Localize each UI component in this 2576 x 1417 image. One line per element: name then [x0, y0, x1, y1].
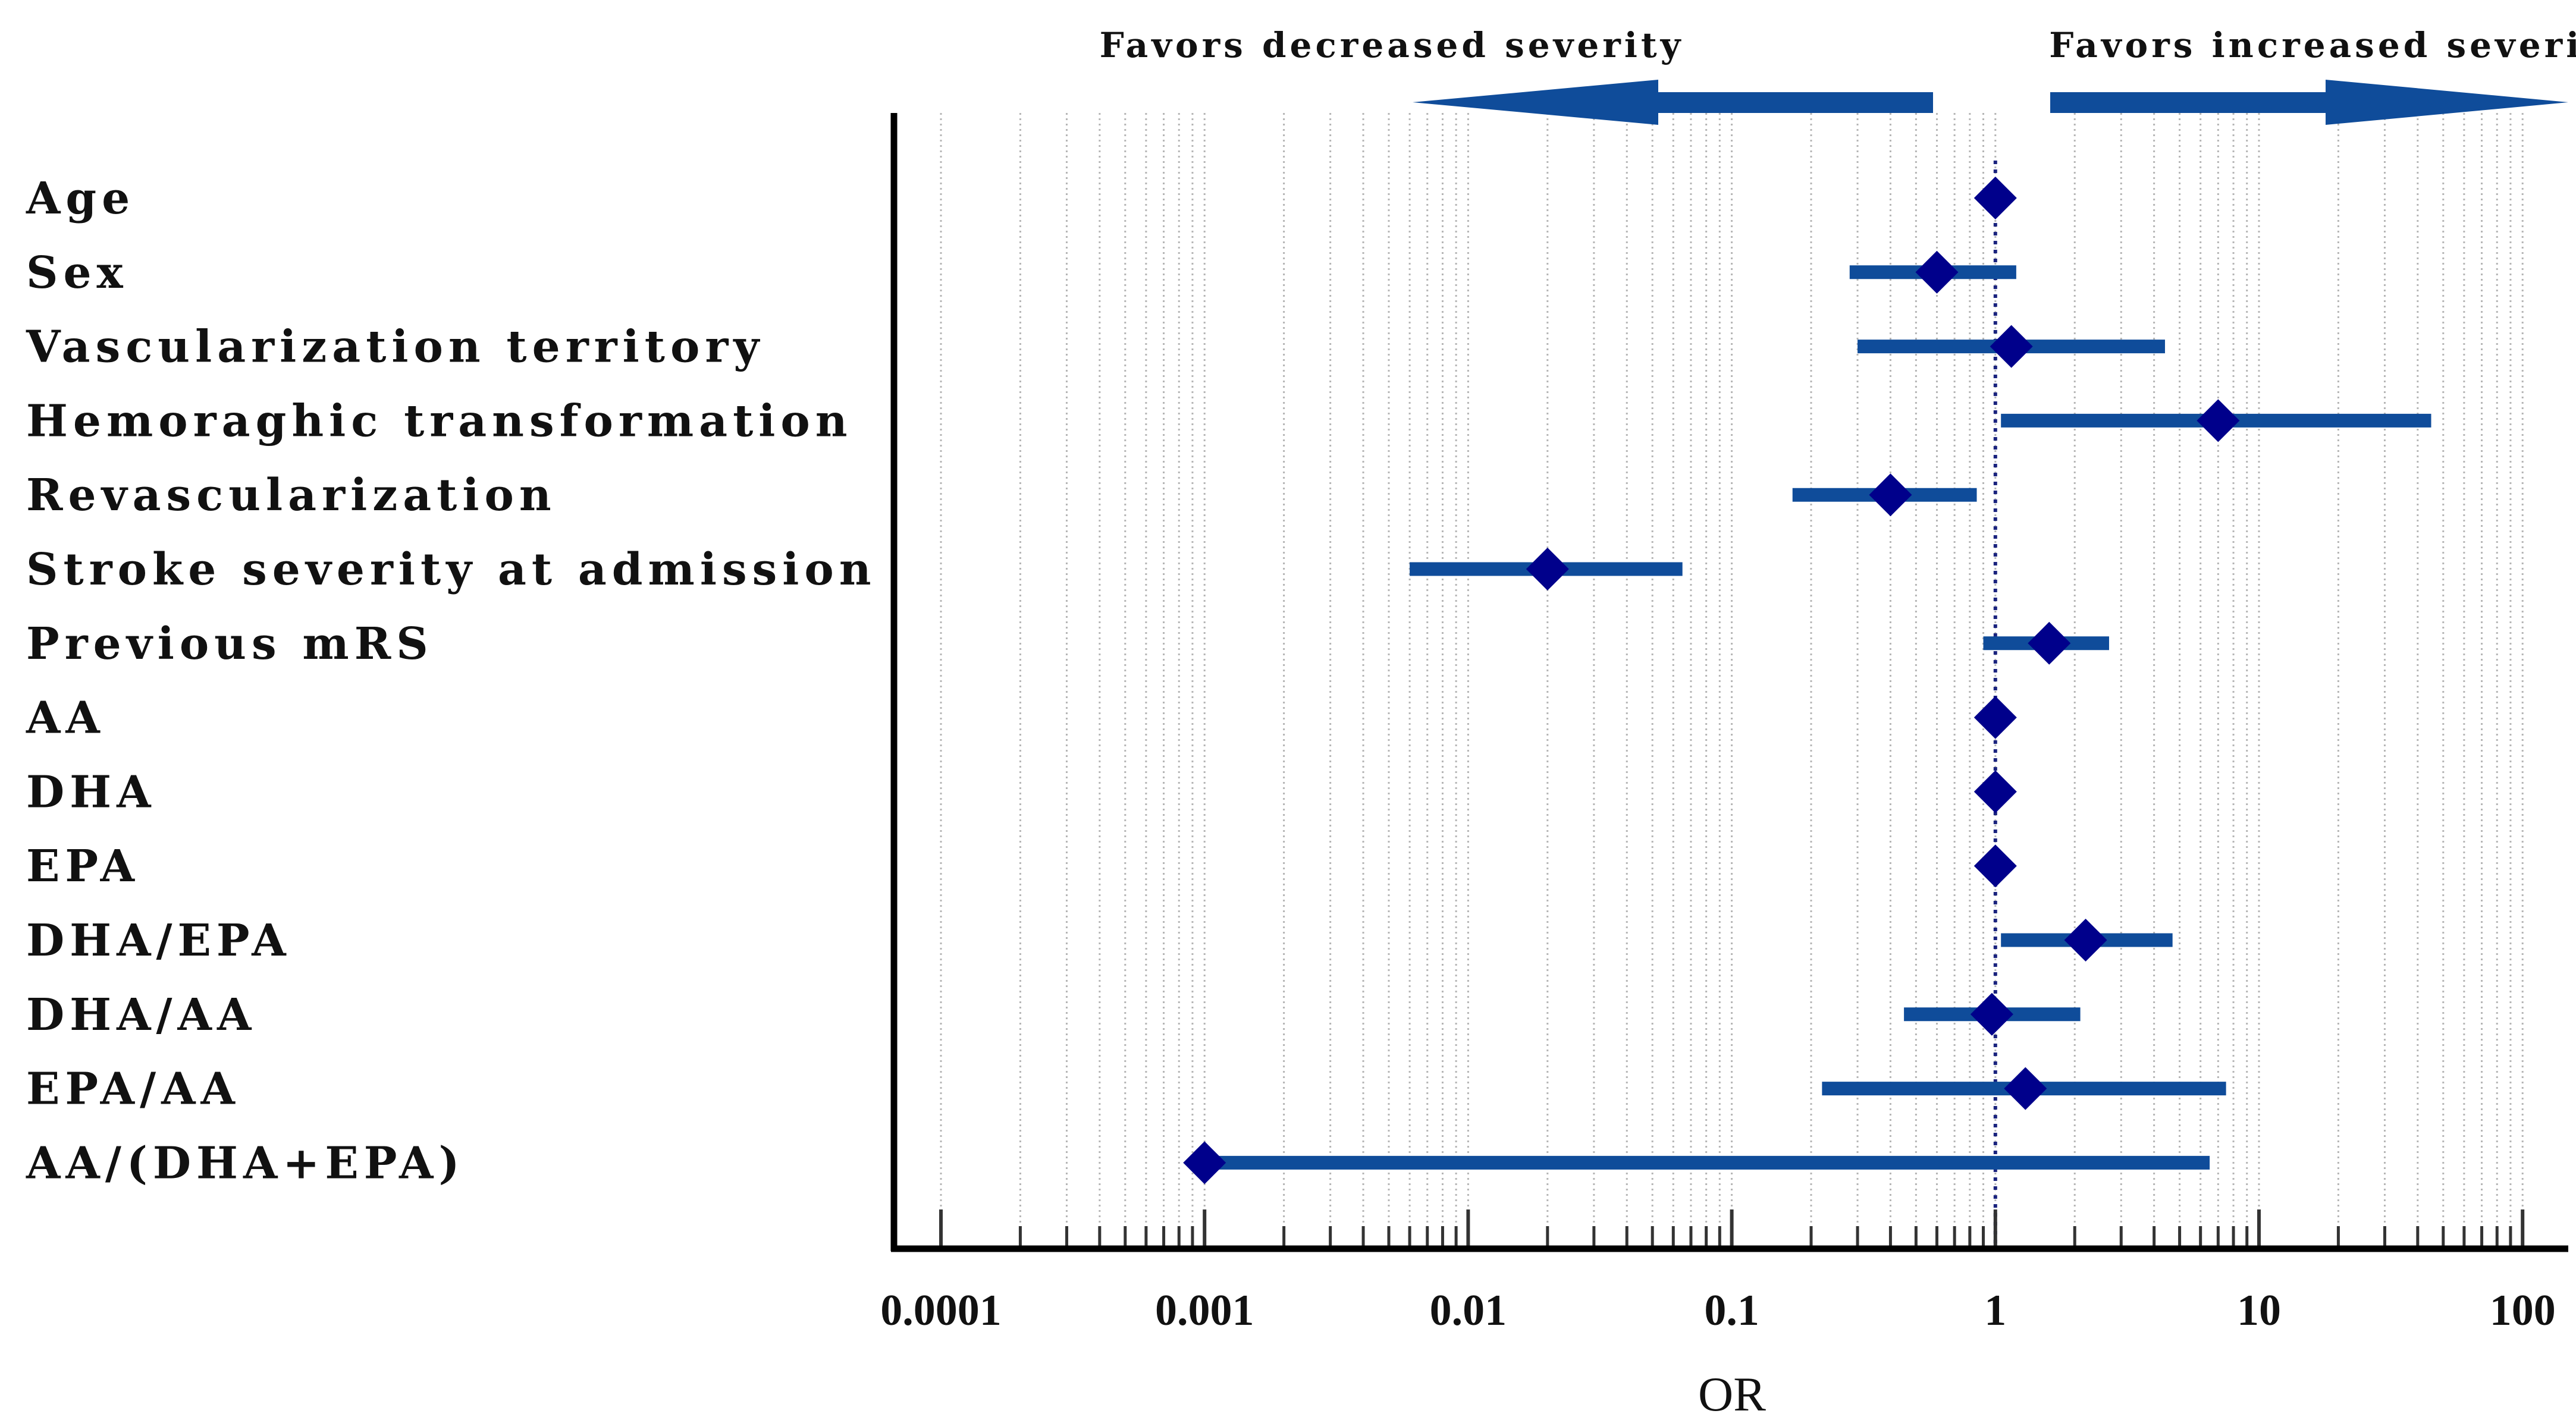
left-arrow-label: Favors decreased severity: [1100, 25, 1684, 65]
x-tick-label: 0.0001: [880, 1286, 1002, 1335]
row-label: Previous mRS: [26, 618, 434, 670]
x-tick-label: 1: [1984, 1286, 2006, 1335]
or-point-marker: [1973, 770, 2017, 813]
x-tick-label: 0.1: [1704, 1286, 1759, 1335]
axis-layer: 0.0001 0.001 0.01 0.1 1 10 100: [880, 113, 2568, 1335]
or-point-marker: [1526, 548, 1569, 590]
x-axis-title: OR: [1698, 1367, 1766, 1417]
left-arrow: [1413, 80, 1933, 125]
or-point-marker: [2028, 621, 2071, 665]
row-label: Vascularization territory: [26, 322, 764, 373]
row-label: EPA/AA: [26, 1064, 240, 1115]
row-label: Stroke severity at admission: [26, 544, 877, 595]
row-label: AA: [26, 693, 105, 744]
or-point-marker: [1183, 1141, 1226, 1185]
or-point-marker: [2004, 1067, 2047, 1110]
row-label: Age: [26, 173, 135, 224]
or-point-marker: [1973, 844, 2017, 888]
row-label: Revascularization: [26, 470, 557, 521]
right-arrow-label: Favors increased severity: [2049, 25, 2576, 65]
or-point-marker: [1973, 696, 2017, 739]
or-point-marker: [1973, 177, 2017, 219]
row-label: AA/(DHA+EPA): [26, 1138, 465, 1189]
or-point-marker: [1869, 473, 1912, 517]
x-tick-label: 10: [2237, 1286, 2281, 1335]
or-point-marker: [1970, 992, 2013, 1036]
x-tick-label: 0.01: [1430, 1286, 1507, 1335]
row-label: DHA/EPA: [26, 915, 291, 966]
right-arrow: [2050, 80, 2568, 125]
x-tick-label: 0.001: [1155, 1286, 1254, 1335]
or-point-marker: [2197, 399, 2240, 442]
or-point-marker: [1915, 250, 1959, 294]
x-tick-label: 100: [2490, 1286, 2556, 1335]
data-marks: [1183, 177, 2431, 1185]
row-label: DHA: [26, 766, 156, 818]
row-label: DHA/AA: [26, 989, 256, 1041]
row-label: Hemoraghic transformation: [26, 395, 853, 447]
row-label: Sex: [26, 247, 128, 299]
row-labels: Age Sex Vascularization territory Hemoraghi…: [26, 173, 877, 1189]
row-label: EPA: [26, 841, 140, 892]
or-point-marker: [1990, 325, 2033, 368]
grid-layer: [940, 113, 2524, 1249]
direction-arrows: Favors decreased severity Favors increas…: [1100, 25, 2576, 125]
or-point-marker: [2064, 919, 2107, 962]
